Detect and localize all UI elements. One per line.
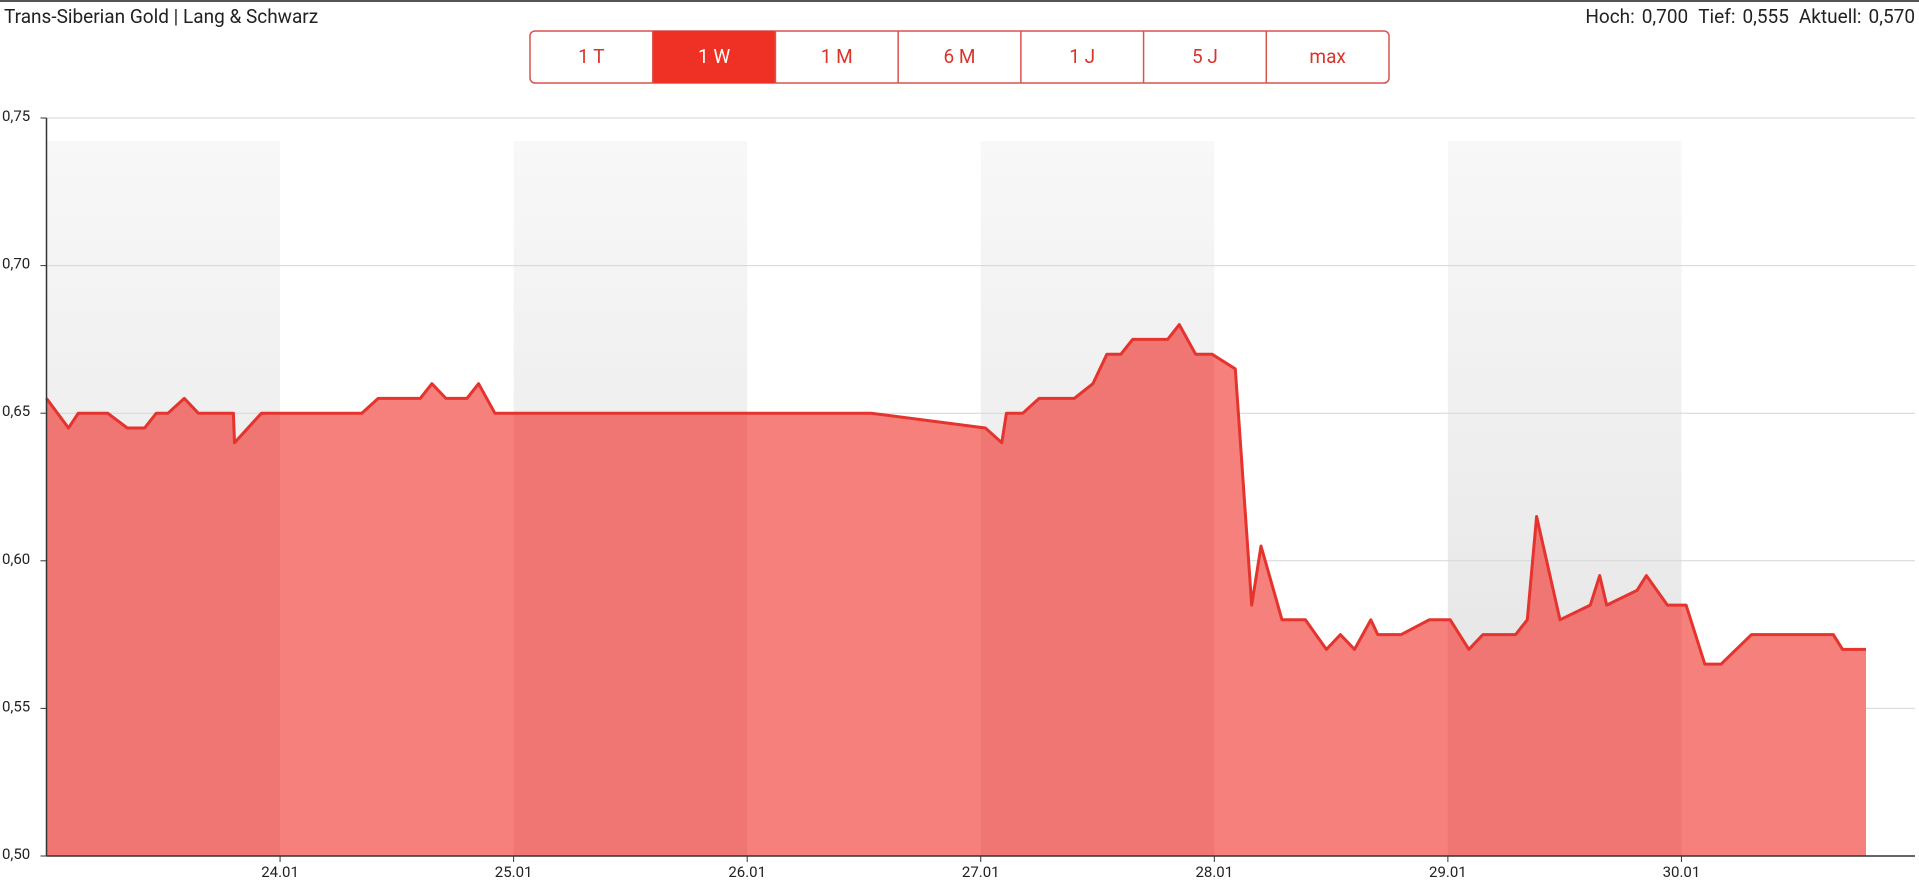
range-button[interactable]: 1 J	[1069, 45, 1095, 68]
x-tick-label: 24.01	[261, 863, 299, 881]
axes: 0,50 0,55 0,60 0,65 0,70 0,75 24.01 25.01 26.01 2…	[2, 107, 1915, 881]
x-tick-label: 29.01	[1429, 863, 1467, 881]
stat-label: Hoch:	[1585, 5, 1634, 28]
button-active-bg	[652, 31, 776, 83]
range-button[interactable]: 5 J	[1192, 45, 1218, 68]
range-button[interactable]: 6 M	[944, 45, 976, 68]
x-tick-label: 26.01	[728, 863, 766, 881]
x-tick-label: 27.01	[962, 863, 1000, 881]
stat-value: 0,555	[1742, 5, 1788, 28]
title: Trans-Siberian Gold | Lang & Schwarz	[4, 5, 318, 28]
stat-label: Aktuell:	[1799, 5, 1862, 28]
y-tick-label: 0,50	[2, 845, 30, 863]
stat-value: 0,700	[1642, 5, 1688, 28]
y-tick-label: 0,65	[2, 402, 30, 420]
x-tick-label: 28.01	[1195, 863, 1233, 881]
x-tick-label: 25.01	[495, 863, 533, 881]
range-button[interactable]: 1 M	[821, 45, 853, 68]
range-button[interactable]: 1 W	[698, 45, 730, 68]
y-tick-label: 0,55	[2, 697, 30, 715]
price-line	[45, 323, 1866, 666]
y-tick-label: 0,75	[2, 107, 30, 125]
range-button[interactable]: max	[1309, 45, 1346, 68]
range-button[interactable]: 1 T	[578, 45, 604, 68]
y-tick-label: 0,70	[2, 255, 30, 273]
y-tick-label: 0,60	[2, 550, 30, 568]
range-buttons: 1 T 1 W 1 M 6 M 1 J 5 J max	[529, 30, 1390, 84]
stat-label: Tief:	[1698, 5, 1735, 28]
x-tick-label: 30.01	[1663, 863, 1701, 881]
stat-value: 0,570	[1869, 5, 1915, 28]
area-fill	[46, 324, 1866, 857]
stats: 0,570 Aktuell: 0,555 Tief: 0,700 Hoch:	[1585, 5, 1915, 28]
